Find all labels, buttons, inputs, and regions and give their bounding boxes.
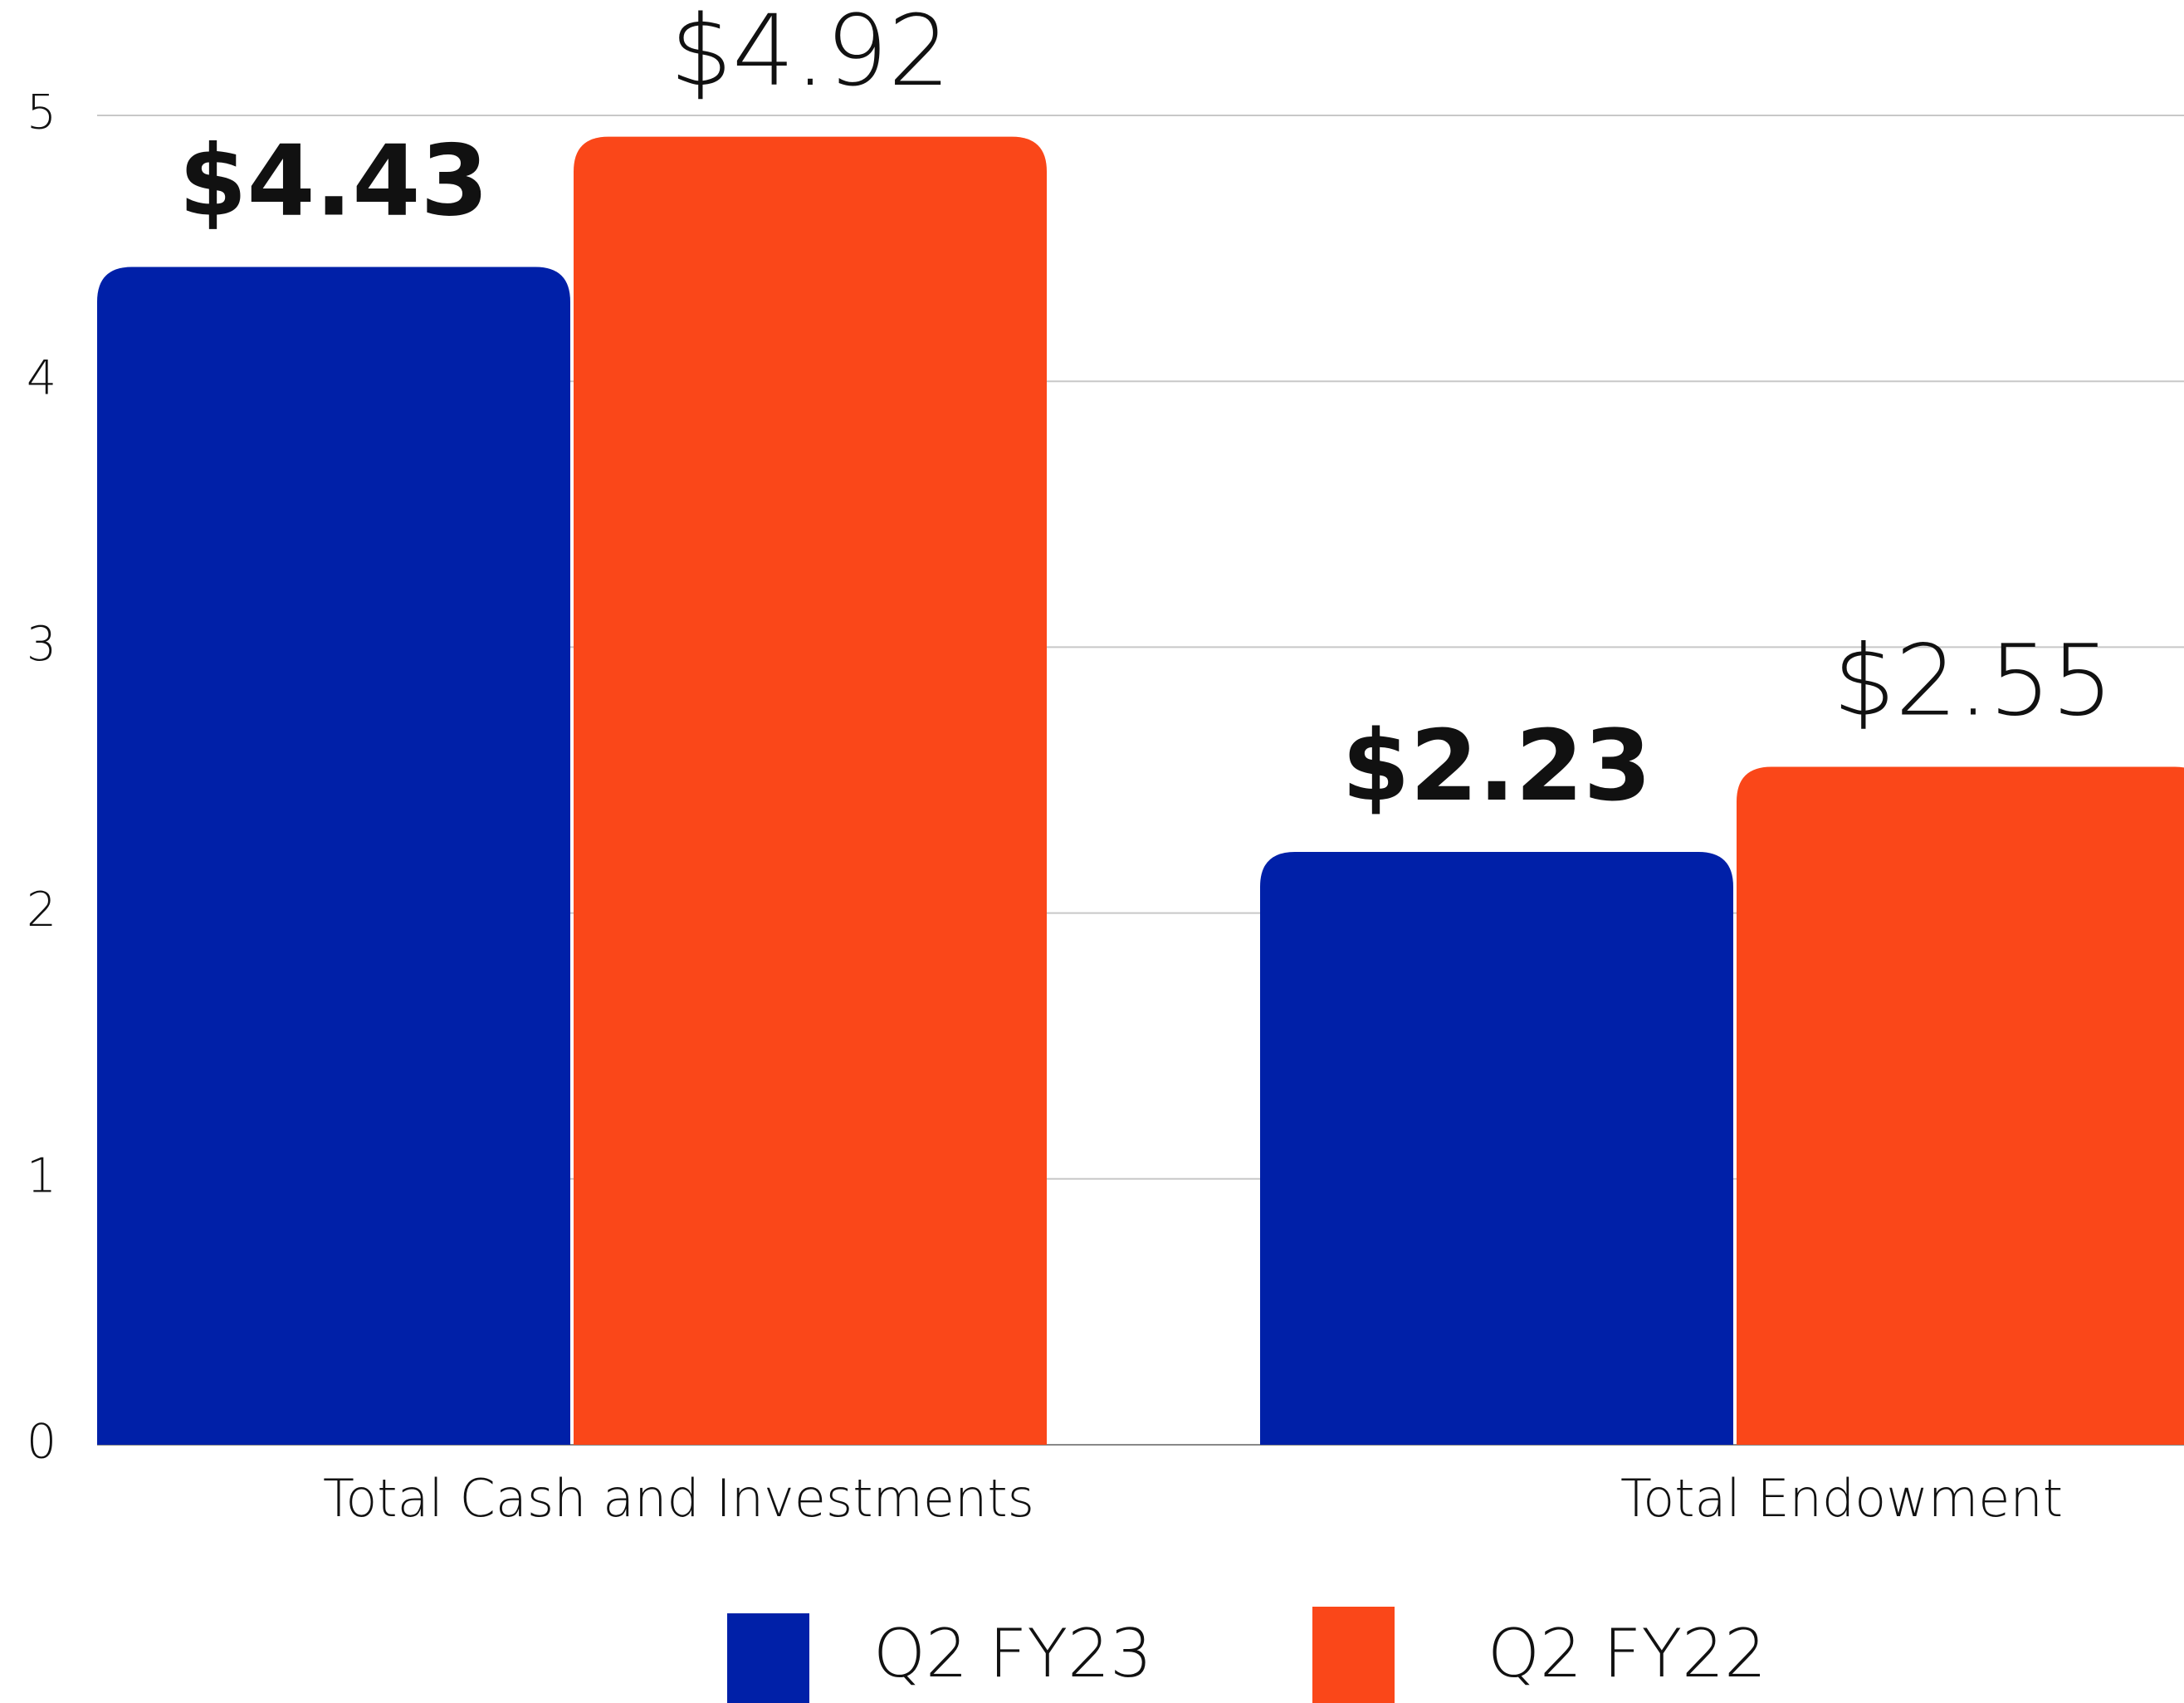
bar [97, 267, 570, 1445]
y-tick-label: 0 [27, 1415, 56, 1470]
y-tick-label: 5 [27, 86, 56, 140]
y-tick-label: 4 [27, 351, 56, 406]
x-tick-label: Total Cash and Investments [323, 1468, 1034, 1529]
y-tick-label: 3 [27, 617, 56, 672]
legend-label: Q2 FY23 [873, 1615, 1152, 1692]
value-label: $4.43 [178, 124, 488, 238]
value-label: $2.23 [1341, 708, 1651, 823]
bar [574, 136, 1047, 1446]
legend-label: Q2 FY22 [1488, 1615, 1766, 1692]
value-label: $4.92 [670, 0, 950, 108]
y-tick-label: 2 [27, 883, 56, 937]
legend-swatch [1312, 1607, 1395, 1703]
value-label: $2.55 [1833, 624, 2113, 738]
bar [1737, 766, 2184, 1445]
x-tick-label: Total Endowment [1620, 1468, 2063, 1529]
bar [1260, 851, 1733, 1445]
legend-swatch [727, 1613, 809, 1703]
y-tick-label: 1 [27, 1148, 56, 1203]
